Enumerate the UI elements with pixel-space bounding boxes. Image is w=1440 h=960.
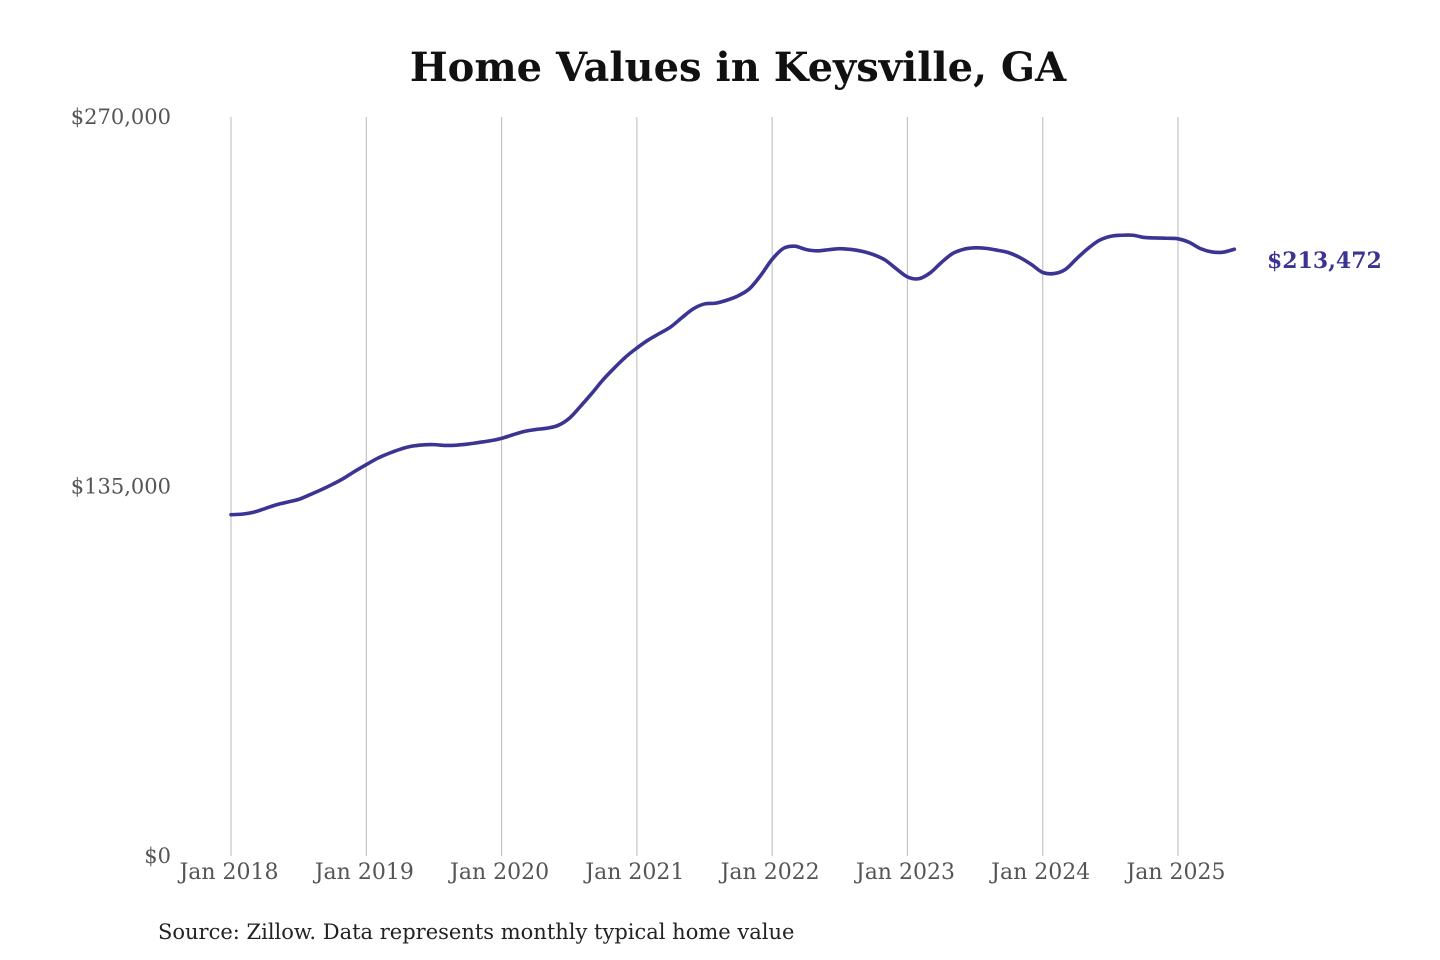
x-tick-label: Jan 2024 bbox=[989, 860, 1090, 885]
x-tick-label: Jan 2021 bbox=[583, 860, 684, 885]
source-note: Source: Zillow. Data represents monthly … bbox=[158, 920, 794, 944]
vertical-gridlines bbox=[230, 117, 1179, 856]
latest-value-label: $213,472 bbox=[1267, 248, 1382, 274]
y-tick-label: $135,000 bbox=[71, 475, 171, 499]
chart-title: Home Values in Keysville, GA bbox=[410, 44, 1067, 91]
y-axis: $0 $135,000 $270,000 bbox=[71, 105, 171, 868]
x-tick-label: Jan 2019 bbox=[313, 860, 414, 885]
x-tick-label: Jan 2025 bbox=[1124, 860, 1225, 885]
series-layer bbox=[229, 233, 1237, 517]
y-tick-label: $0 bbox=[144, 844, 171, 868]
home-value-series-line bbox=[229, 233, 1237, 517]
x-tick-label: Jan 2020 bbox=[448, 860, 549, 885]
x-tick-label: Jan 2018 bbox=[177, 860, 278, 885]
x-tick-label: Jan 2022 bbox=[719, 860, 820, 885]
y-tick-label: $270,000 bbox=[71, 105, 171, 129]
x-tick-label: Jan 2023 bbox=[854, 860, 955, 885]
x-axis: Jan 2018 Jan 2019 Jan 2020 Jan 2021 Jan 2022… bbox=[177, 860, 1225, 885]
